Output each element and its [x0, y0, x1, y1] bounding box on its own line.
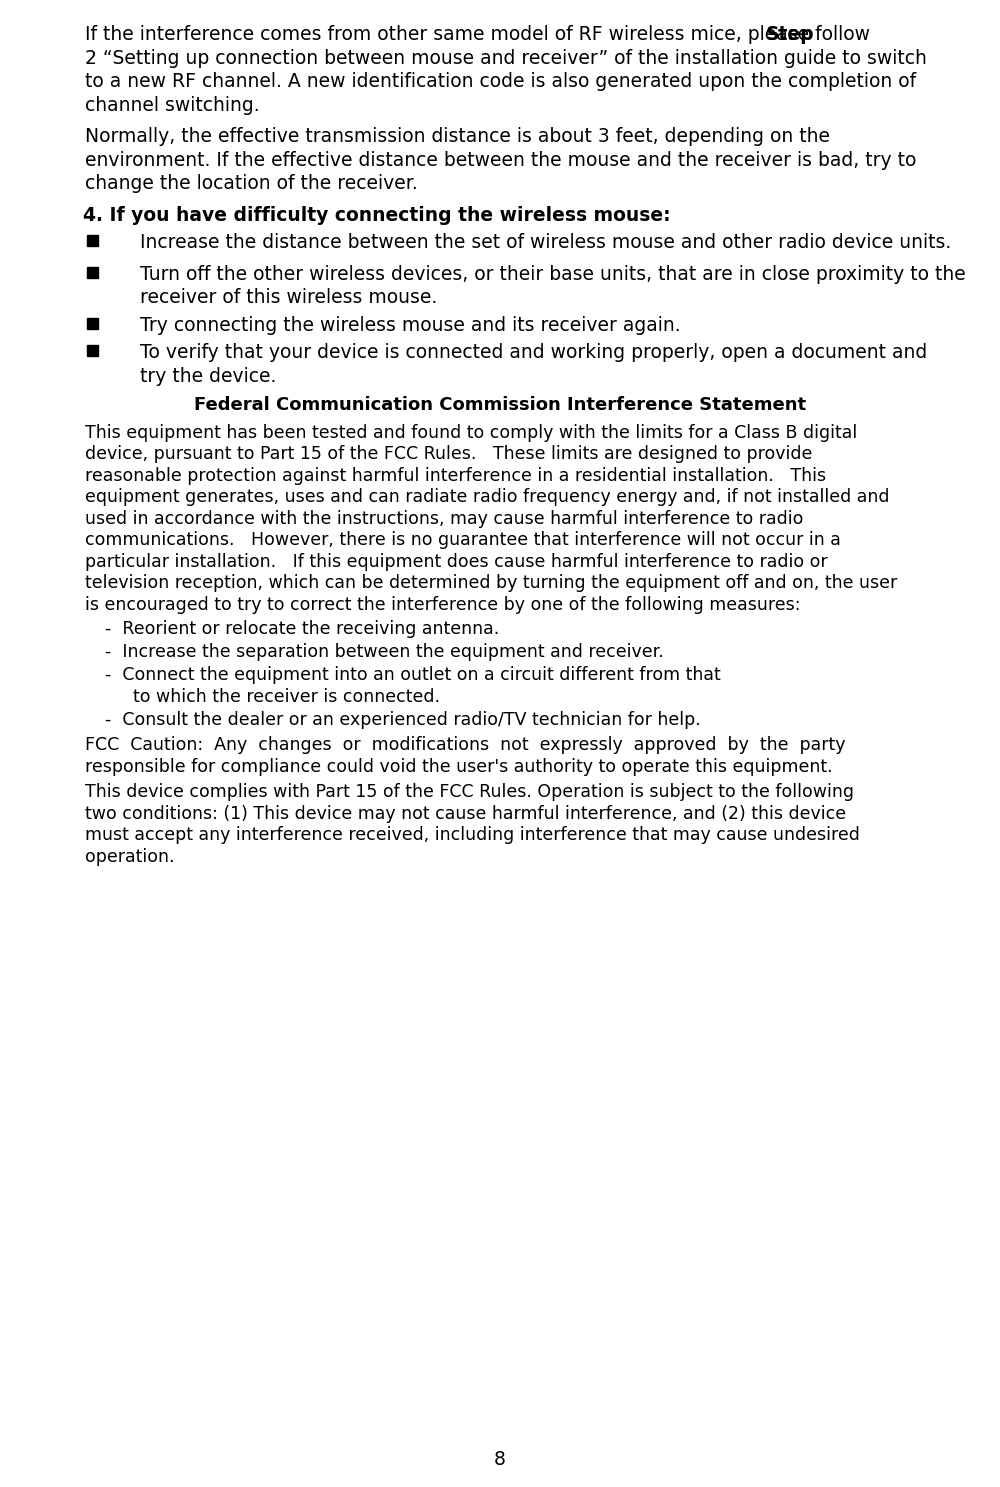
Text: Normally, the effective transmission distance is about 3 feet, depending on the: Normally, the effective transmission dis… — [85, 126, 830, 146]
Text: to which the receiver is connected.: to which the receiver is connected. — [133, 687, 440, 705]
Text: environment. If the effective distance between the mouse and the receiver is bad: environment. If the effective distance b… — [85, 150, 916, 170]
Text: equipment generates, uses and can radiate radio frequency energy and, if not ins: equipment generates, uses and can radiat… — [85, 488, 890, 507]
Text: receiver of this wireless mouse.: receiver of this wireless mouse. — [140, 288, 437, 306]
Text: is encouraged to try to correct the interference by one of the following measure: is encouraged to try to correct the inte… — [85, 596, 800, 614]
Text: -  Connect the equipment into an outlet on a circuit different from that: - Connect the equipment into an outlet o… — [105, 666, 721, 684]
Bar — [87, 345, 98, 355]
Text: must accept any interference received, including interference that may cause und: must accept any interference received, i… — [85, 827, 860, 845]
Text: Turn off the other wireless devices, or their base units, that are in close prox: Turn off the other wireless devices, or … — [140, 265, 966, 284]
Text: two conditions: (1) This device may not cause harmful interference, and (2) this: two conditions: (1) This device may not … — [85, 804, 846, 822]
Text: This equipment has been tested and found to comply with the limits for a Class B: This equipment has been tested and found… — [85, 424, 857, 442]
Text: -  Consult the dealer or an experienced radio/TV technician for help.: - Consult the dealer or an experienced r… — [105, 711, 701, 729]
Text: particular installation.   If this equipment does cause harmful interference to : particular installation. If this equipme… — [85, 553, 828, 571]
Text: device, pursuant to Part 15 of the FCC Rules.   These limits are designed to pro: device, pursuant to Part 15 of the FCC R… — [85, 446, 812, 464]
Text: reasonable protection against harmful interference in a residential installation: reasonable protection against harmful in… — [85, 467, 826, 485]
Text: 8: 8 — [494, 1450, 506, 1469]
Text: -  Reorient or relocate the receiving antenna.: - Reorient or relocate the receiving ant… — [105, 620, 499, 638]
Bar — [87, 266, 98, 278]
Text: Increase the distance between the set of wireless mouse and other radio device u: Increase the distance between the set of… — [140, 233, 951, 251]
Text: -  Increase the separation between the equipment and receiver.: - Increase the separation between the eq… — [105, 642, 664, 660]
Text: channel switching.: channel switching. — [85, 95, 260, 114]
Text: change the location of the receiver.: change the location of the receiver. — [85, 174, 418, 193]
Text: Step: Step — [766, 25, 814, 45]
Bar — [87, 318, 98, 329]
Text: communications.   However, there is no guarantee that interference will not occu: communications. However, there is no gua… — [85, 531, 841, 549]
Text: To verify that your device is connected and working properly, open a document an: To verify that your device is connected … — [140, 343, 927, 361]
Text: Try connecting the wireless mouse and its receiver again.: Try connecting the wireless mouse and it… — [140, 315, 681, 335]
Text: try the device.: try the device. — [140, 366, 276, 385]
Bar — [87, 235, 98, 245]
Text: used in accordance with the instructions, may cause harmful interference to radi: used in accordance with the instructions… — [85, 510, 803, 528]
Text: This device complies with Part 15 of the FCC Rules. Operation is subject to the : This device complies with Part 15 of the… — [85, 784, 854, 801]
Text: to a new RF channel. A new identification code is also generated upon the comple: to a new RF channel. A new identificatio… — [85, 71, 916, 91]
Text: Federal Communication Commission Interference Statement: Federal Communication Commission Interfe… — [194, 397, 806, 415]
Text: If the interference comes from other same model of RF wireless mice, please foll: If the interference comes from other sam… — [85, 25, 876, 45]
Text: FCC  Caution:  Any  changes  or  modifications  not  expressly  approved  by  th: FCC Caution: Any changes or modification… — [85, 736, 846, 754]
Text: 4. If you have difficulty connecting the wireless mouse:: 4. If you have difficulty connecting the… — [83, 205, 671, 225]
Text: television reception, which can be determined by turning the equipment off and o: television reception, which can be deter… — [85, 574, 897, 592]
Text: operation.: operation. — [85, 848, 175, 865]
Text: responsible for compliance could void the user's authority to operate this equip: responsible for compliance could void th… — [85, 757, 833, 776]
Text: 2 “Setting up connection between mouse and receiver” of the installation guide t: 2 “Setting up connection between mouse a… — [85, 49, 927, 67]
